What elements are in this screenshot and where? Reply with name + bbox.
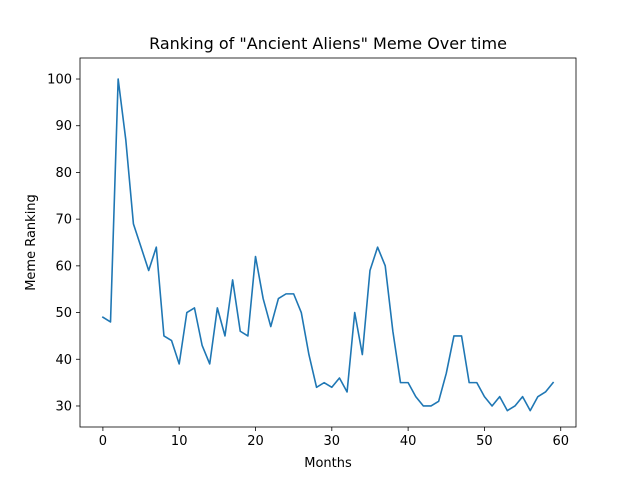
x-tick-label: 50 bbox=[476, 434, 493, 449]
y-tick-label: 70 bbox=[55, 213, 72, 228]
y-tick-label: 60 bbox=[55, 259, 72, 274]
x-axis-title: Months bbox=[304, 456, 352, 471]
y-tick-label: 30 bbox=[55, 399, 72, 414]
y-axis-title: Meme Ranking bbox=[24, 194, 39, 291]
axes-frame bbox=[79, 57, 577, 428]
x-tick-label: 0 bbox=[99, 434, 107, 449]
series-line-0 bbox=[101, 78, 555, 412]
x-axis-ticks: 0 10 20 30 40 50 60 bbox=[99, 427, 569, 449]
x-tick-label: 20 bbox=[247, 434, 264, 449]
x-tick-label: 30 bbox=[324, 434, 341, 449]
y-tick-label: 40 bbox=[55, 353, 72, 368]
y-tick-label: 100 bbox=[47, 73, 72, 88]
y-tick-label: 50 bbox=[55, 306, 72, 321]
y-tick-label: 90 bbox=[55, 119, 72, 134]
x-tick-label: 10 bbox=[171, 434, 188, 449]
y-tick-label: 80 bbox=[55, 166, 72, 181]
x-tick-label: 60 bbox=[552, 434, 569, 449]
y-axis-ticks: 30 40 50 60 70 80 90 100 bbox=[47, 73, 80, 414]
plot-area bbox=[79, 57, 577, 428]
chart-title: Ranking of "Ancient Aliens" Meme Over ti… bbox=[149, 34, 507, 53]
x-tick-label: 40 bbox=[400, 434, 417, 449]
